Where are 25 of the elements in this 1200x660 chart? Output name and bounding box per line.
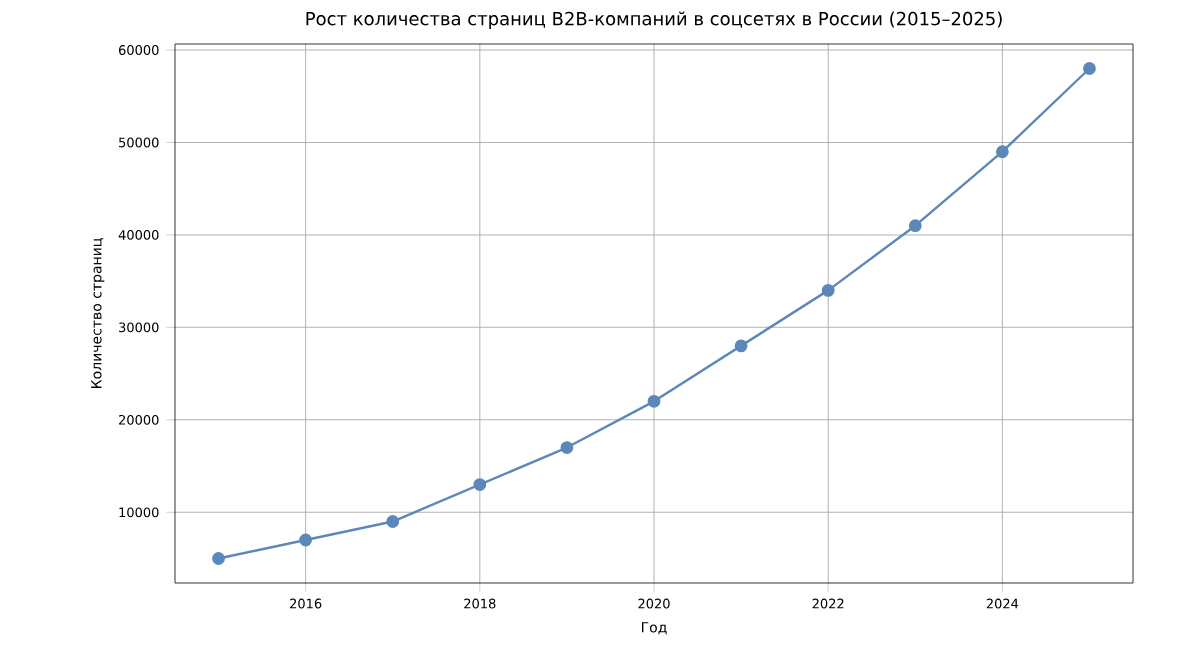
point bbox=[821, 283, 835, 297]
point bbox=[1083, 62, 1096, 75]
x-axis-title: Год bbox=[641, 622, 667, 635]
point bbox=[647, 394, 661, 408]
y-tick-label: 10000 bbox=[119, 507, 159, 518]
y-tick-label: 20000 bbox=[119, 414, 159, 425]
x-tick-label: 2016 bbox=[290, 598, 322, 609]
point bbox=[908, 219, 922, 233]
x-tick-label: 2020 bbox=[638, 598, 670, 609]
y-tick-label: 60000 bbox=[118, 45, 159, 55]
point bbox=[212, 552, 225, 565]
point bbox=[386, 515, 400, 528]
x-tick-label: 2022 bbox=[812, 598, 844, 609]
x-tick-label: 2018 bbox=[464, 598, 496, 609]
point bbox=[473, 478, 487, 491]
y-tick-label: 40000 bbox=[118, 230, 159, 240]
chart-title: Рост количества страниц B2B-компаний в соцсетях в России (2015–2025) bbox=[306, 11, 1002, 29]
y-axis-title: Количество страниц bbox=[91, 238, 105, 388]
point bbox=[734, 339, 748, 353]
y-tick-label: 50000 bbox=[119, 137, 159, 148]
point bbox=[299, 533, 313, 547]
point bbox=[995, 145, 1009, 159]
point bbox=[560, 441, 574, 454]
y-tick-label: 30000 bbox=[119, 322, 159, 333]
x-tick-label: 2024 bbox=[986, 598, 1019, 609]
